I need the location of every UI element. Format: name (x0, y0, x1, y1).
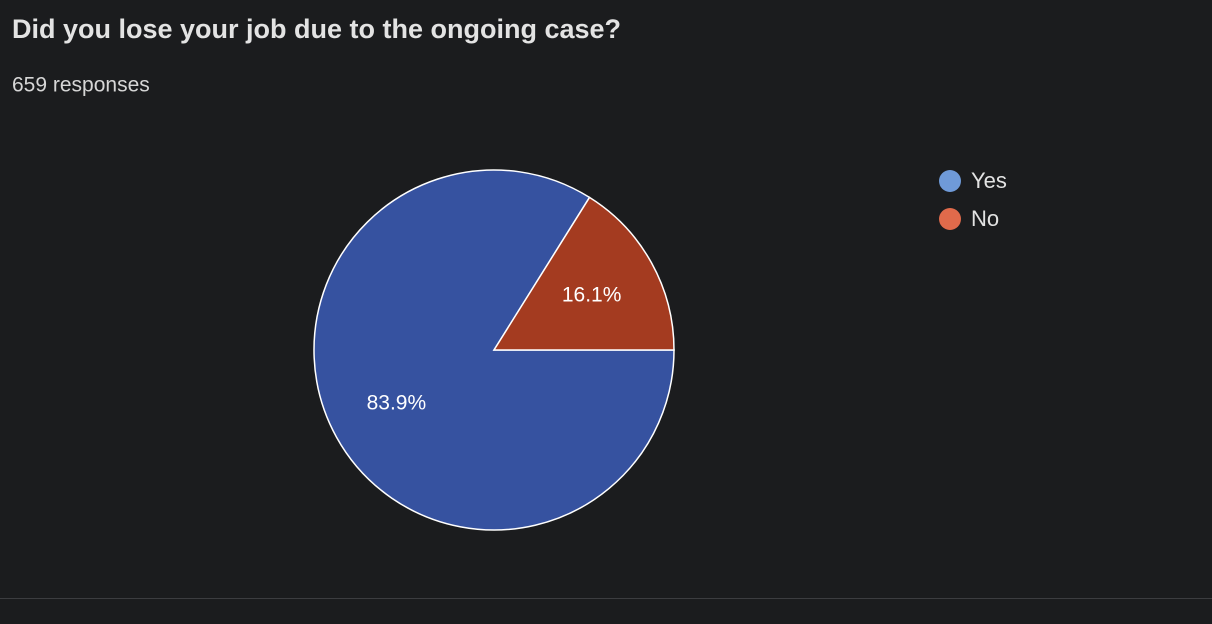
pie-slice (313, 169, 675, 531)
chart-subtitle: 659 responses (12, 74, 150, 97)
legend-swatch (939, 208, 961, 230)
legend-label: No (971, 206, 999, 231)
legend-label: Yes (971, 168, 1007, 193)
legend-swatch (939, 170, 961, 192)
pie-slice (492, 196, 675, 351)
slice-label: 83.9% (367, 392, 427, 415)
chart-title: Did you lose your job due to the ongoing… (12, 14, 621, 44)
slice-label: 16.1% (562, 283, 622, 306)
